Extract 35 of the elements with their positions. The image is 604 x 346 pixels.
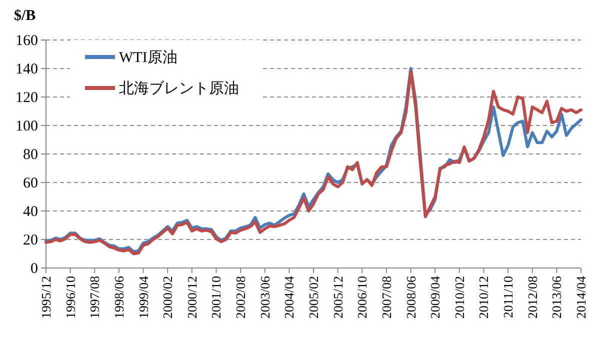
x-tick-label: 1997/08 xyxy=(87,276,102,319)
x-tick-label: 2007/08 xyxy=(378,276,394,319)
x-tick-label: 2011/10 xyxy=(500,276,516,318)
y-tick-label: 40 xyxy=(23,204,38,220)
x-tick-label: 2003/06 xyxy=(257,276,272,319)
y-tick-label: 120 xyxy=(16,90,38,106)
x-tick-label: 2005/12 xyxy=(330,276,346,319)
x-tick-label: 2014/04 xyxy=(574,276,588,319)
x-tick-label: 2001/10 xyxy=(208,276,224,319)
y-tick-label: 100 xyxy=(16,118,38,134)
x-tick-label: 2000/12 xyxy=(184,276,200,319)
y-tick-label: 20 xyxy=(23,232,38,248)
x-tick-label: 2009/04 xyxy=(428,276,443,319)
y-tick-label: 80 xyxy=(23,147,38,163)
x-tick-label: 1996/10 xyxy=(62,276,78,319)
x-tick-label: 2010/12 xyxy=(476,276,492,319)
y-tick-label: 140 xyxy=(16,62,38,78)
y-tick-label: 160 xyxy=(16,33,38,49)
x-tick-label: 1998/06 xyxy=(111,276,126,319)
x-tick-label: 2008/06 xyxy=(403,276,418,319)
x-tick-label: 2012/08 xyxy=(524,276,540,319)
y-axis-title: $/B xyxy=(14,8,36,24)
y-tick-label: 0 xyxy=(30,261,38,277)
x-tick-label: 2000/02 xyxy=(160,276,176,319)
x-tick-label: 1995/12 xyxy=(38,276,54,319)
x-tick-label: 1999/04 xyxy=(136,276,151,319)
x-tick-label: 2004/04 xyxy=(282,276,297,319)
x-tick-label: 2005/02 xyxy=(306,276,321,319)
legend-label: 北海ブレント原油 xyxy=(119,80,239,97)
x-tick-label: 2013/06 xyxy=(549,276,564,319)
x-tick-label: 2002/08 xyxy=(233,276,248,319)
x-tick-label: 2006/10 xyxy=(354,276,370,319)
x-tick-label: 2010/02 xyxy=(452,276,467,319)
legend-label: WTI原油 xyxy=(119,49,178,66)
y-tick-label: 60 xyxy=(23,176,38,192)
